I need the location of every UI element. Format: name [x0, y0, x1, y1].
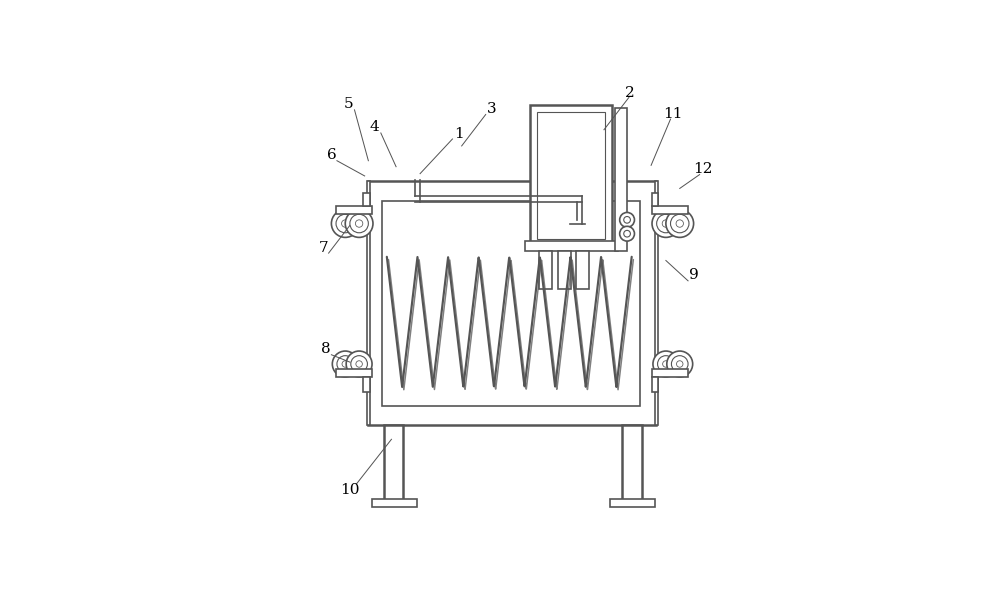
Circle shape [346, 351, 372, 377]
Circle shape [337, 356, 354, 372]
Circle shape [662, 220, 670, 227]
Bar [382, 202, 640, 406]
Circle shape [667, 351, 693, 377]
Text: 4: 4 [369, 121, 379, 134]
Bar [367, 181, 370, 425]
Text: 11: 11 [664, 107, 683, 121]
Text: 3: 3 [487, 102, 497, 116]
Bar [610, 499, 655, 507]
Circle shape [657, 214, 675, 233]
Circle shape [671, 214, 689, 233]
Bar [655, 181, 658, 425]
Bar [530, 105, 612, 248]
Text: 5: 5 [344, 97, 353, 112]
Circle shape [620, 226, 634, 241]
Bar [336, 368, 372, 377]
Bar [336, 206, 372, 214]
Text: 2: 2 [625, 86, 635, 100]
Text: 6: 6 [327, 148, 336, 162]
Bar [525, 241, 618, 251]
Bar [363, 377, 370, 392]
Circle shape [355, 220, 363, 227]
Circle shape [351, 356, 367, 372]
Bar [558, 251, 571, 289]
Bar [622, 425, 642, 503]
Circle shape [331, 209, 359, 238]
Circle shape [677, 361, 683, 367]
Text: 7: 7 [318, 241, 328, 254]
Circle shape [676, 220, 683, 227]
Bar [652, 206, 688, 214]
Circle shape [652, 209, 680, 238]
Circle shape [342, 220, 349, 227]
Circle shape [658, 356, 674, 372]
Circle shape [671, 356, 688, 372]
Circle shape [620, 212, 634, 227]
Bar [537, 112, 605, 239]
Text: 8: 8 [321, 342, 330, 356]
Circle shape [350, 214, 368, 233]
Bar [372, 499, 417, 507]
Bar [652, 377, 658, 392]
Circle shape [624, 217, 630, 223]
Circle shape [332, 351, 358, 377]
Text: 9: 9 [689, 268, 698, 282]
Circle shape [356, 361, 362, 367]
Bar [363, 193, 370, 206]
Bar [652, 193, 658, 206]
Bar [539, 251, 552, 289]
Circle shape [345, 209, 373, 238]
Bar [384, 425, 403, 503]
Circle shape [663, 361, 669, 367]
Circle shape [624, 230, 630, 237]
Circle shape [336, 214, 354, 233]
Bar [652, 368, 688, 377]
Text: 10: 10 [340, 483, 360, 497]
Circle shape [666, 209, 694, 238]
Bar [576, 251, 589, 289]
Bar [368, 181, 656, 425]
Text: 12: 12 [693, 162, 713, 176]
Circle shape [342, 361, 348, 367]
Circle shape [653, 351, 679, 377]
Text: 1: 1 [454, 127, 464, 142]
Bar [615, 108, 627, 251]
